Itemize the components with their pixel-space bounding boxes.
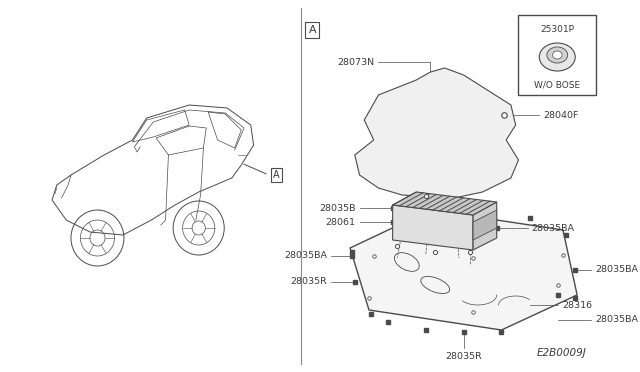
Text: 28316: 28316: [562, 301, 592, 310]
Text: 28035B: 28035B: [319, 203, 356, 212]
Polygon shape: [393, 205, 473, 250]
Polygon shape: [393, 192, 497, 215]
Text: A: A: [273, 170, 280, 180]
Text: 28073N: 28073N: [337, 58, 374, 67]
Polygon shape: [355, 68, 518, 198]
Ellipse shape: [547, 47, 568, 63]
Text: 28035BA: 28035BA: [595, 266, 638, 275]
Text: 28061: 28061: [326, 218, 356, 227]
Polygon shape: [350, 210, 577, 330]
Text: 28035R: 28035R: [445, 352, 482, 361]
FancyBboxPatch shape: [518, 15, 596, 95]
Text: 28035R: 28035R: [291, 278, 328, 286]
Text: 28035BA: 28035BA: [532, 224, 575, 232]
Ellipse shape: [540, 43, 575, 71]
Text: 28035BA: 28035BA: [284, 251, 328, 260]
Text: 28040F: 28040F: [543, 110, 579, 119]
Text: W/O BOSE: W/O BOSE: [534, 80, 580, 90]
Text: 25301P: 25301P: [540, 25, 574, 33]
Ellipse shape: [552, 51, 562, 59]
Text: A: A: [308, 25, 316, 35]
Polygon shape: [473, 210, 497, 240]
Text: 28035BA: 28035BA: [595, 315, 638, 324]
Polygon shape: [473, 202, 497, 250]
Text: E2B0009J: E2B0009J: [537, 348, 587, 358]
